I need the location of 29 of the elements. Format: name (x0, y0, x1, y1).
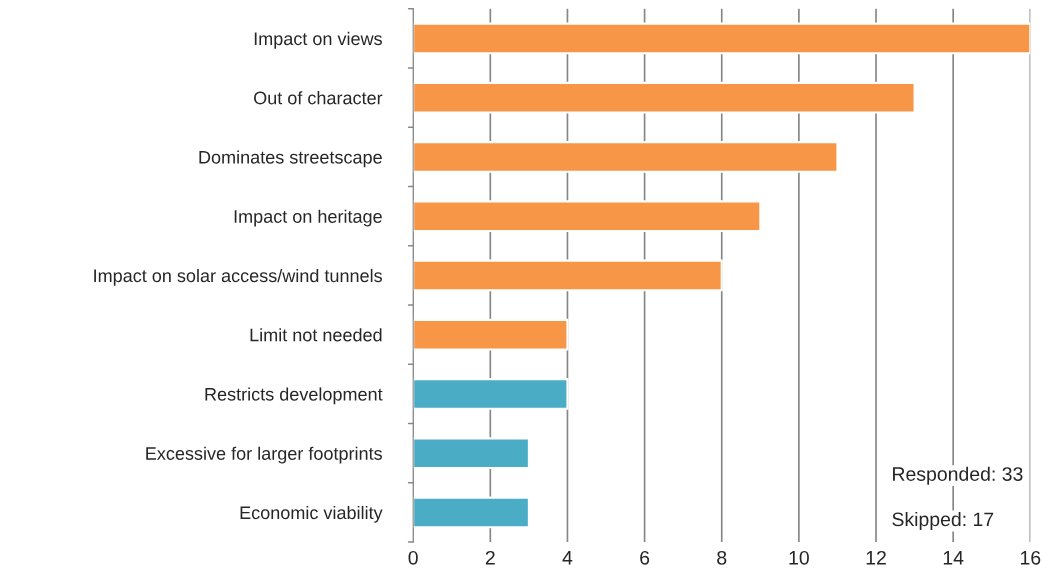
bar (413, 378, 569, 410)
x-tick-label: 14 (943, 551, 964, 565)
x-tick-label: 8 (717, 550, 727, 565)
y-tick-label: Impact on views (254, 31, 382, 49)
y-tick-label: Economic viability (240, 505, 383, 523)
x-tick-label: 0 (408, 550, 418, 565)
x-tick-label: 12 (866, 550, 886, 565)
x-tick-label: 4 (562, 551, 573, 565)
bar (413, 81, 916, 114)
y-tick-label: Limit not needed (250, 328, 382, 342)
x-tick-label: 2 (485, 550, 495, 565)
bar (413, 200, 762, 233)
y-tick-label: Impact on heritage (234, 209, 382, 227)
y-tick-label: Restricts development (205, 387, 383, 405)
bar (413, 496, 530, 529)
x-tick-label: 16 (1020, 550, 1041, 565)
bar (413, 259, 723, 292)
y-tick-label: Out of character (254, 91, 383, 105)
annotation: Skipped: 17 (892, 511, 994, 531)
bar (413, 141, 839, 173)
bar (413, 437, 530, 470)
bar (413, 318, 569, 351)
x-tick-label: 10 (789, 550, 809, 565)
y-tick-label: Excessive for larger footprints (146, 446, 382, 464)
y-tick-label: Dominates streetscape (199, 150, 382, 168)
annotation: Responded: 33 (893, 466, 1023, 485)
y-tick-label: Impact on solar access/wind tunnels (94, 268, 382, 286)
x-tick-label: 6 (640, 550, 650, 565)
bar (413, 22, 1031, 55)
